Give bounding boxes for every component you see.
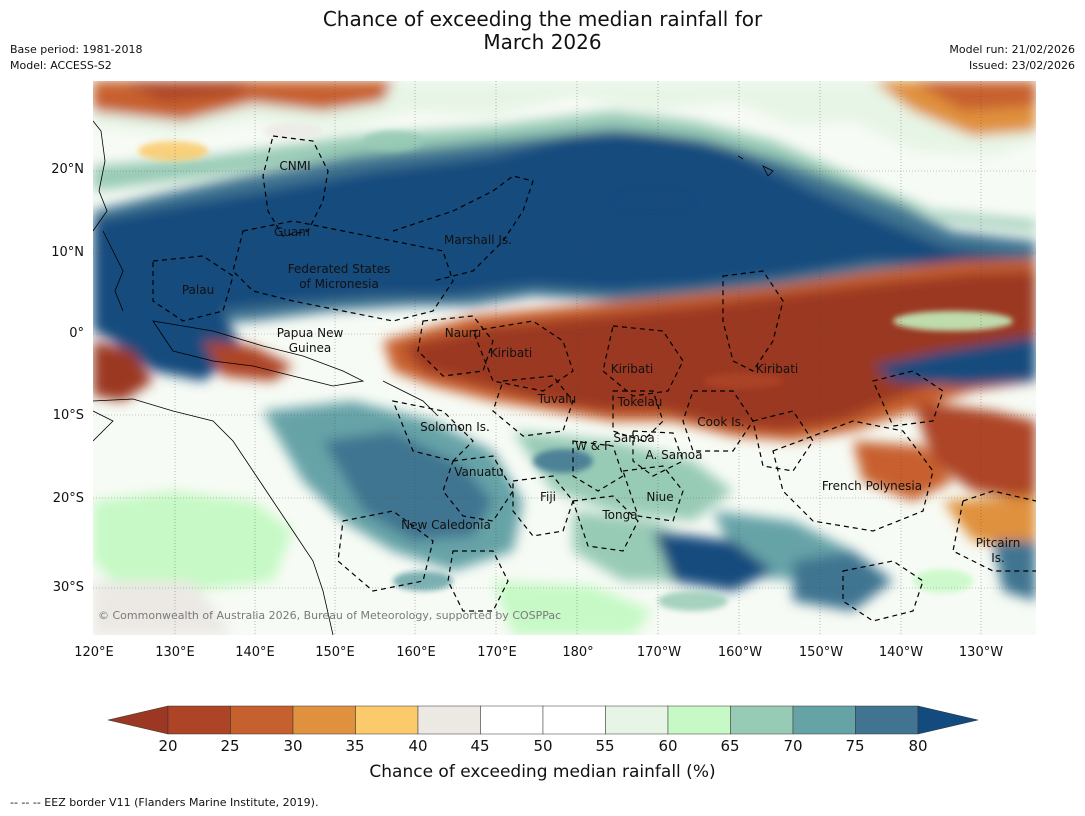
colorbar-50-55	[542, 705, 606, 735]
probability-fields	[93, 81, 1036, 635]
label-palau: Palau	[182, 283, 214, 297]
label-cook: Cook Is.	[697, 415, 744, 429]
colorbar-tick-45: 45	[470, 737, 490, 755]
model-run: Model run: 21/02/2026	[949, 43, 1075, 56]
colorbar-tick-70: 70	[783, 737, 803, 755]
label-kiribati-central: Kiribati	[611, 362, 653, 376]
lon-label-160w: 160°W	[717, 645, 763, 660]
lon-label-120e: 120°E	[74, 645, 114, 660]
eez-footnote: -- -- -- EEZ border V11 (Flanders Marine…	[10, 796, 319, 809]
label-tuvalu: Tuvalu	[537, 392, 577, 406]
colorbar-70-75	[792, 705, 856, 735]
label-new-caledonia: New Caledonia	[401, 518, 491, 532]
label-cnmi: CNMI	[279, 159, 310, 173]
label-kiribati-west: Kiribati	[490, 346, 532, 360]
eez-borders	[152, 135, 1036, 622]
colorbar-tick-60: 60	[658, 737, 678, 755]
map-title: Chance of exceeding the median rainfall …	[0, 8, 1085, 54]
label-kiribati-east: Kiribati	[756, 362, 798, 376]
colorbar-tick-50: 50	[533, 737, 553, 755]
title-line-2: March 2026	[483, 30, 602, 54]
label-wallis-futuna: W & F	[575, 439, 611, 453]
gridlines	[93, 81, 1036, 635]
lat-label-0: 0°	[69, 326, 84, 341]
colorbar	[107, 705, 979, 735]
lat-label-10n: 10°N	[51, 245, 84, 260]
label-marshall: Marshall Is.	[444, 233, 512, 247]
label-pitcairn-line-2: Is.	[991, 551, 1005, 565]
colorbar-tick-40: 40	[408, 737, 428, 755]
colorbar-tick-80: 80	[908, 737, 928, 755]
coastlines	[93, 120, 774, 635]
label-png-line-2: Guinea	[289, 341, 332, 355]
meta-right: Model run: 21/02/2026 Issued: 23/02/2026	[949, 42, 1075, 74]
colorbar-tick-35: 35	[345, 737, 365, 755]
lon-label-180: 180°	[562, 645, 594, 660]
colorbar-45-50	[480, 705, 544, 735]
label-fsm-line-1: Federated States	[288, 262, 390, 276]
lon-label-150e: 150°E	[315, 645, 355, 660]
colorbar-tick-25: 25	[220, 737, 240, 755]
colorbar-40-45	[417, 705, 481, 735]
colorbar-20-25	[167, 705, 231, 735]
colorbar-75-80	[855, 705, 919, 735]
label-tokelau: Tokelau	[617, 395, 663, 409]
colorbar-55-60	[605, 705, 669, 735]
colorbar-above-80	[917, 705, 979, 735]
colorbar-30-35	[292, 705, 356, 735]
map-svg: CNMI Guam Marshall Is. Federated States …	[93, 81, 1036, 635]
issued-date: Issued: 23/02/2026	[968, 59, 1075, 72]
colorbar-below-20	[107, 705, 169, 735]
region-labels: CNMI Guam Marshall Is. Federated States …	[182, 159, 1020, 565]
label-guam: Guam	[274, 225, 310, 239]
lat-label-30s: 30°S	[52, 580, 84, 595]
colorbar-tick-75: 75	[845, 737, 865, 755]
colorbar-title: Chance of exceeding median rainfall (%)	[369, 762, 716, 782]
colorbar-60-65	[667, 705, 731, 735]
lon-label-140e: 140°E	[235, 645, 275, 660]
rainfall-map: CNMI Guam Marshall Is. Federated States …	[93, 81, 1036, 635]
lon-label-170w: 170°W	[636, 645, 682, 660]
lat-label-10s: 10°S	[52, 408, 84, 423]
lon-label-140w: 140°W	[878, 645, 924, 660]
colorbar-tick-20: 20	[158, 737, 178, 755]
label-png-line-1: Papua New	[277, 326, 344, 340]
label-vanuatu: Vanuatu	[454, 465, 504, 479]
label-fiji: Fiji	[540, 490, 556, 504]
label-tonga: Tonga	[601, 508, 637, 522]
colorbar-tick-65: 65	[720, 737, 740, 755]
label-niue: Niue	[646, 490, 673, 504]
label-samoa: Samoa	[613, 431, 654, 445]
colorbar-65-70	[730, 705, 794, 735]
title-line-1: Chance of exceeding the median rainfall …	[322, 7, 763, 31]
lon-label-150w: 150°W	[798, 645, 844, 660]
colorbar-25-30	[230, 705, 294, 735]
lat-label-20n: 20°N	[51, 162, 84, 177]
label-french-polynesia: French Polynesia	[822, 479, 922, 493]
lon-label-130e: 130°E	[155, 645, 195, 660]
lat-label-20s: 20°S	[52, 491, 84, 506]
label-pitcairn-line-1: Pitcairn	[976, 536, 1021, 550]
base-period: Base period: 1981-2018	[10, 43, 143, 56]
meta-left: Base period: 1981-2018 Model: ACCESS-S2	[10, 42, 142, 74]
model-name: Model: ACCESS-S2	[10, 59, 112, 72]
lon-label-170e: 170°E	[477, 645, 517, 660]
label-nauru: Nauru	[445, 326, 481, 340]
colorbar-35-40	[355, 705, 419, 735]
label-solomon: Solomon Is.	[420, 420, 490, 434]
label-fsm-line-2: of Micronesia	[299, 277, 379, 291]
colorbar-tick-30: 30	[283, 737, 303, 755]
label-american-samoa: A. Samoa	[646, 448, 703, 462]
copyright-notice: © Commonwealth of Australia 2026, Bureau…	[98, 609, 562, 622]
lon-label-130w: 130°W	[958, 645, 1004, 660]
colorbar-tick-55: 55	[595, 737, 615, 755]
lon-label-160e: 160°E	[396, 645, 436, 660]
probability-detail	[138, 123, 1013, 611]
